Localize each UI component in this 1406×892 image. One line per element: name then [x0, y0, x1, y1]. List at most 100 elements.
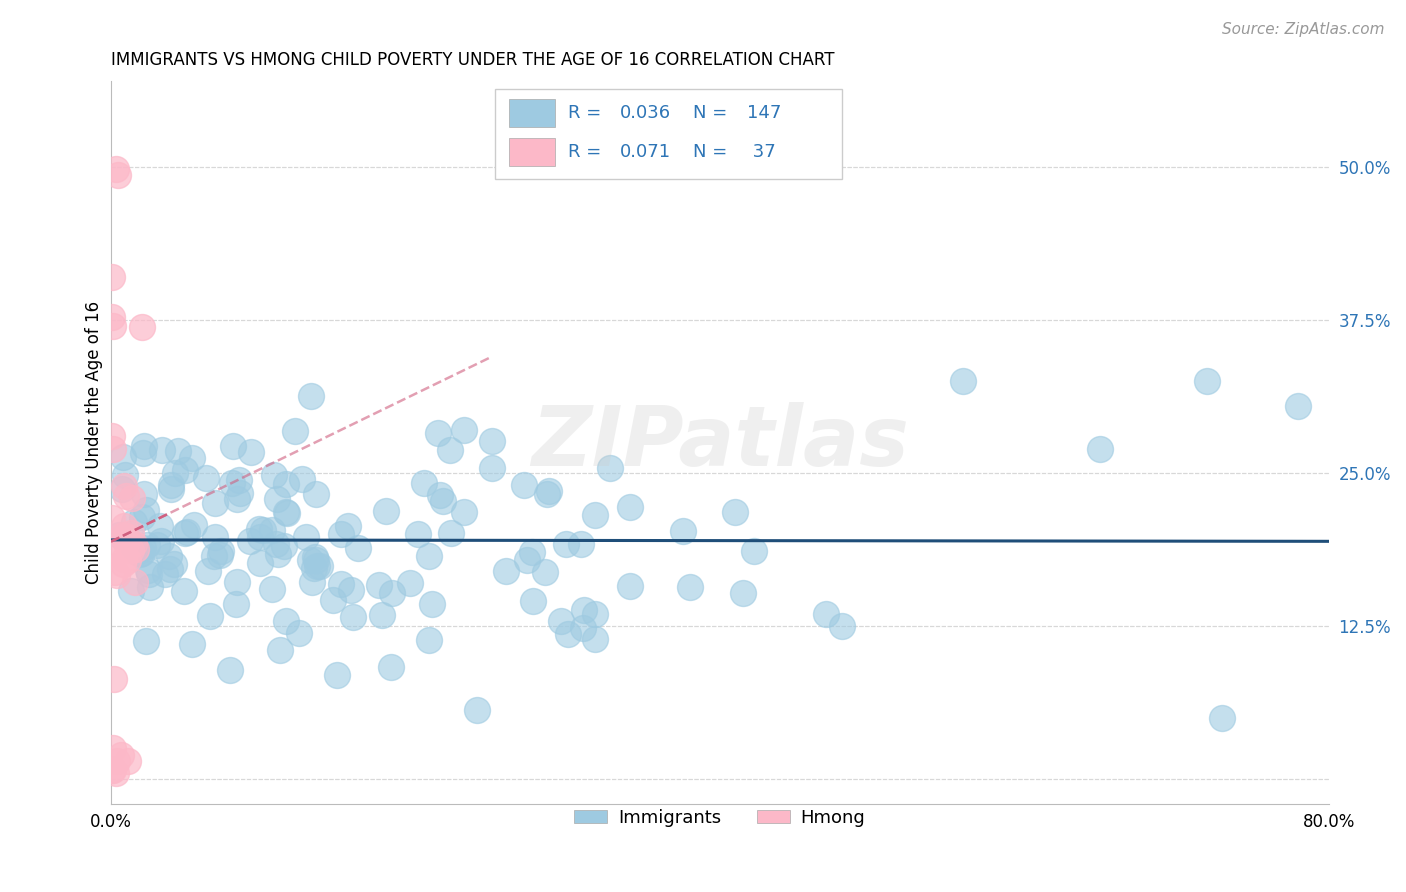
Point [583, 508, 606, 523]
Point [111, 557, 134, 571]
Point [249, 556, 271, 570]
Point [112, 479, 135, 493]
Point [307, 559, 329, 574]
Point [583, 632, 606, 647]
Text: R =: R = [568, 104, 600, 122]
Point [326, 668, 349, 682]
Point [101, 319, 124, 334]
Point [101, 511, 124, 525]
Point [672, 524, 695, 538]
Point [619, 579, 641, 593]
Point [204, 530, 226, 544]
Point [329, 576, 352, 591]
Point [149, 519, 172, 533]
Point [226, 574, 249, 589]
Point [679, 580, 702, 594]
Point [1090, 442, 1112, 456]
Point [167, 443, 190, 458]
Point [136, 563, 159, 577]
Point [429, 488, 451, 502]
Point [536, 487, 558, 501]
Point [120, 525, 142, 540]
Point [131, 546, 153, 560]
Point [952, 374, 974, 388]
Text: Source: ZipAtlas.com: Source: ZipAtlas.com [1222, 22, 1385, 37]
Point [139, 580, 162, 594]
Point [513, 478, 536, 492]
Point [219, 663, 242, 677]
Point [380, 660, 402, 674]
Point [150, 533, 173, 548]
Point [247, 522, 270, 536]
Point [104, 565, 127, 579]
Point [128, 547, 150, 561]
Point [110, 747, 132, 762]
Point [249, 530, 271, 544]
Point [550, 615, 572, 629]
Point [291, 471, 314, 485]
Point [269, 643, 291, 657]
Point [815, 607, 838, 621]
FancyBboxPatch shape [495, 88, 842, 179]
Point [304, 549, 326, 564]
Point [101, 269, 124, 284]
Point [225, 597, 247, 611]
FancyBboxPatch shape [509, 99, 555, 127]
Point [276, 476, 298, 491]
Point [181, 637, 204, 651]
Point [347, 541, 370, 555]
Point [406, 527, 429, 541]
Point [440, 526, 463, 541]
Point [103, 763, 125, 777]
Point [418, 549, 440, 563]
Point [226, 492, 249, 507]
Point [112, 519, 135, 533]
Text: IMMIGRANTS VS HMONG CHILD POVERTY UNDER THE AGE OF 16 CORRELATION CHART: IMMIGRANTS VS HMONG CHILD POVERTY UNDER … [111, 51, 835, 69]
Point [103, 442, 125, 456]
Text: ZIPatlas: ZIPatlas [531, 402, 908, 483]
Point [1286, 399, 1309, 413]
Point [104, 541, 127, 555]
Point [163, 466, 186, 480]
Point [1211, 711, 1233, 725]
Point [221, 475, 243, 490]
Point [418, 632, 440, 647]
Point [115, 529, 138, 543]
Point [173, 463, 195, 477]
Point [122, 540, 145, 554]
Point [157, 549, 180, 564]
Point [831, 619, 853, 633]
Point [329, 526, 352, 541]
Text: N =: N = [693, 143, 727, 161]
Point [273, 539, 295, 553]
Point [274, 505, 297, 519]
Point [120, 584, 142, 599]
Point [183, 517, 205, 532]
Point [262, 582, 284, 596]
Text: 147: 147 [747, 104, 780, 122]
Point [202, 549, 225, 563]
Point [572, 603, 595, 617]
Point [554, 537, 576, 551]
Point [284, 425, 307, 439]
Point [340, 582, 363, 597]
Point [101, 763, 124, 777]
Point [731, 586, 754, 600]
Point [619, 500, 641, 514]
Text: N =: N = [693, 104, 727, 122]
Point [209, 543, 232, 558]
Point [222, 439, 245, 453]
Point [432, 493, 454, 508]
Point [101, 538, 124, 552]
Point [104, 766, 127, 780]
Point [131, 320, 153, 334]
Point [572, 622, 595, 636]
Point [181, 451, 204, 466]
Point [131, 509, 153, 524]
Legend: Immigrants, Hmong: Immigrants, Hmong [567, 802, 872, 834]
Point [117, 754, 139, 768]
Point [112, 450, 135, 464]
Point [413, 475, 436, 490]
Point [516, 553, 538, 567]
Point [208, 549, 231, 563]
